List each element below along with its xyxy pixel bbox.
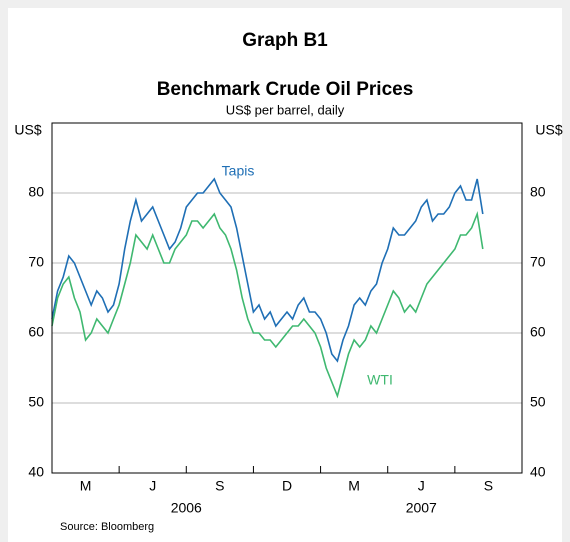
page-title: Graph B1: [242, 30, 328, 51]
chart-subtitle: US$ per barrel, daily: [226, 102, 345, 117]
series-label: WTI: [367, 372, 393, 388]
y-tick-label: 50: [28, 394, 44, 410]
y-tick-label-right: 60: [530, 324, 546, 340]
year-label: 2007: [406, 500, 437, 516]
x-tick-label: D: [282, 478, 292, 494]
y-tick-label: 80: [28, 184, 44, 200]
x-tick-label: J: [149, 478, 156, 494]
series-label: Tapis: [222, 163, 255, 179]
panel: [8, 8, 562, 542]
y-tick-label: 60: [28, 324, 44, 340]
y-unit-left: US$: [14, 122, 41, 138]
y-tick-label-right: 40: [530, 464, 546, 480]
x-tick-label: S: [215, 478, 224, 494]
source: Source: Bloomberg: [60, 521, 154, 533]
y-unit-right: US$: [535, 122, 562, 138]
y-tick-label: 70: [28, 254, 44, 270]
x-tick-label: J: [418, 478, 425, 494]
y-tick-label-right: 50: [530, 394, 546, 410]
line-0: [51, 177, 484, 363]
year-label: 2006: [171, 500, 202, 516]
plot-frame: [51, 122, 523, 474]
chart-title: Benchmark Crude Oil Prices: [157, 79, 414, 100]
x-tick-label: M: [80, 478, 92, 494]
line-1: [51, 211, 484, 399]
x-tick-label: S: [484, 478, 493, 494]
y-tick-label-right: 80: [530, 184, 546, 200]
x-tick-label: M: [348, 478, 360, 494]
y-tick-label: 40: [28, 464, 44, 480]
y-tick-label-right: 70: [530, 254, 546, 270]
